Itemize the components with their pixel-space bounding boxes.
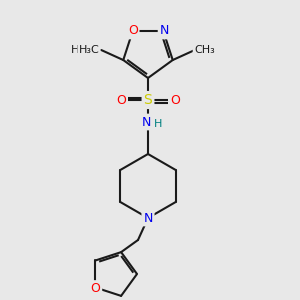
Text: O: O [128,25,138,38]
Text: S: S [144,93,152,107]
Text: O: O [116,94,126,106]
Text: N: N [141,116,151,128]
Text: H₃C: H₃C [70,45,91,55]
Text: O: O [170,94,180,106]
Text: H₃C: H₃C [79,45,99,55]
Text: H: H [154,119,162,129]
Text: N: N [143,212,153,224]
Text: O: O [91,282,100,295]
Text: N: N [160,25,169,38]
Text: CH₃: CH₃ [194,45,215,55]
